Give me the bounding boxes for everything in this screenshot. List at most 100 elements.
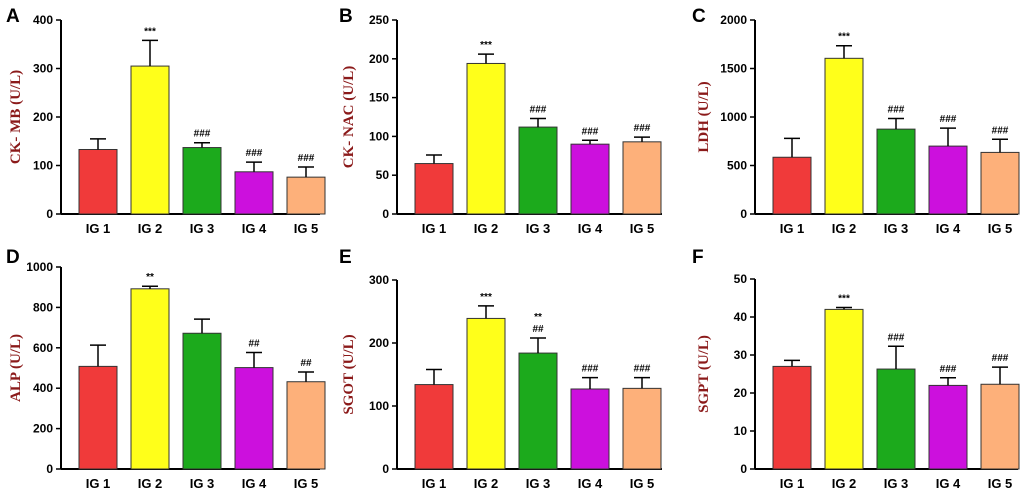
bar-ig3: [182, 332, 222, 470]
error-bar: [194, 141, 210, 148]
x-tick-label: IG 1: [86, 221, 111, 236]
y-axis-label: SGPT (U/L): [696, 335, 712, 413]
error-bar: [246, 161, 262, 172]
error-bar: [836, 306, 852, 310]
panel-letter: C: [692, 6, 706, 27]
y-tick-label: 500: [727, 159, 747, 173]
error-bar: [940, 127, 956, 147]
bar-ig3: [518, 352, 558, 470]
significance-label: ###: [582, 126, 599, 137]
y-tick-label: 800: [33, 300, 53, 314]
significance-label: ##: [532, 324, 544, 335]
x-tick-label: IG 5: [294, 476, 319, 491]
error-bar: [836, 44, 852, 59]
significance-label: ###: [888, 332, 905, 343]
significance-label: ###: [634, 123, 651, 134]
y-tick-label: 0: [46, 462, 53, 476]
y-tick-label: 30: [734, 348, 748, 362]
error-bar: [426, 368, 442, 385]
x-tick-label: IG 3: [526, 221, 551, 236]
error-bar: [142, 285, 158, 289]
error-bar: [246, 351, 262, 368]
panel-a: A CK- MB (U/L) 0 100 200 300 400 IG 1 *** IG 2 ###…: [6, 6, 326, 236]
x-tick-label: IG 4: [936, 476, 961, 491]
y-tick-label: 150: [369, 91, 389, 105]
error-bar: [90, 344, 106, 367]
bar-ig4: [234, 367, 274, 470]
x-tick-label: IG 4: [242, 221, 267, 236]
bar-ig1: [772, 156, 812, 215]
x-tick-label: IG 2: [832, 476, 857, 491]
bar-ig3: [876, 368, 916, 470]
significance-label: ###: [940, 364, 957, 375]
x-tick-label: IG 3: [884, 476, 909, 491]
bar-ig1: [78, 365, 118, 470]
x-tick-label: IG 2: [474, 476, 499, 491]
error-bar: [784, 359, 800, 367]
panel-letter: D: [6, 247, 20, 268]
bar-ig5: [980, 151, 1020, 215]
significance-label: ##: [248, 338, 260, 349]
bar-ig2: [130, 288, 170, 470]
bar-ig5: [622, 387, 662, 470]
x-tick-label: IG 2: [474, 221, 499, 236]
y-axis-label: LDH (U/L): [696, 81, 712, 152]
y-tick-label: 250: [369, 13, 389, 27]
significance-label: ***: [480, 40, 492, 51]
x-tick-label: IG 5: [294, 221, 319, 236]
bar-ig4: [928, 145, 968, 215]
bar-ig2: [824, 57, 864, 215]
y-tick-label: 200: [369, 336, 389, 350]
panel-letter: B: [339, 6, 353, 27]
significance-label: ***: [480, 292, 492, 303]
error-bar: [888, 117, 904, 130]
y-axis-label: ALP (U/L): [8, 334, 24, 402]
bar-ig2: [824, 308, 864, 470]
y-tick-label: 0: [46, 207, 53, 221]
panel-letter: F: [692, 247, 704, 268]
y-tick-label: 200: [33, 110, 53, 124]
error-bar: [634, 136, 650, 142]
y-tick-label: 100: [33, 159, 53, 173]
y-tick-label: 1000: [26, 260, 53, 274]
y-tick-label: 300: [369, 273, 389, 287]
y-axis-label: SGOT (U/L): [341, 334, 357, 414]
y-tick-label: 1500: [720, 62, 747, 76]
x-tick-label: IG 4: [936, 221, 961, 236]
error-bar: [194, 318, 210, 334]
bar-ig5: [286, 176, 326, 215]
error-bar: [582, 376, 598, 389]
significance-label: ###: [634, 364, 651, 375]
panel-letter: E: [339, 247, 352, 268]
significance-label: ###: [246, 148, 263, 159]
y-tick-label: 50: [734, 272, 748, 286]
x-tick-label: IG 5: [988, 476, 1013, 491]
bar-ig4: [928, 384, 968, 470]
panel-f: F SGPT (U/L) 0 10 20 30 40 50 IG 1 *** IG 2 ### IG 3…: [692, 247, 1020, 491]
y-tick-label: 400: [33, 13, 53, 27]
y-tick-label: 0: [740, 207, 747, 221]
panel-b: B CK- NAC (U/L) 0 50 100 150 200 250 IG 1 *** IG 2…: [339, 6, 662, 236]
error-bar: [940, 377, 956, 386]
x-tick-label: IG 3: [526, 476, 551, 491]
x-tick-label: IG 5: [630, 221, 655, 236]
y-tick-label: 40: [734, 310, 748, 324]
y-axis-label: CK- MB (U/L): [8, 70, 24, 164]
x-tick-label: IG 4: [578, 221, 603, 236]
y-tick-label: 0: [382, 462, 389, 476]
x-tick-label: IG 3: [190, 476, 215, 491]
y-tick-label: 400: [33, 381, 53, 395]
error-bar: [90, 138, 106, 150]
error-bar: [992, 138, 1008, 153]
error-bar: [634, 376, 650, 389]
x-tick-label: IG 5: [988, 221, 1013, 236]
bar-ig5: [980, 383, 1020, 470]
significance-label: **: [146, 272, 154, 283]
significance-label: ###: [194, 129, 211, 140]
x-tick-label: IG 2: [138, 221, 163, 236]
error-bar: [582, 139, 598, 145]
error-bar: [478, 53, 494, 64]
x-tick-label: IG 1: [780, 221, 805, 236]
bar-ig3: [518, 126, 558, 215]
